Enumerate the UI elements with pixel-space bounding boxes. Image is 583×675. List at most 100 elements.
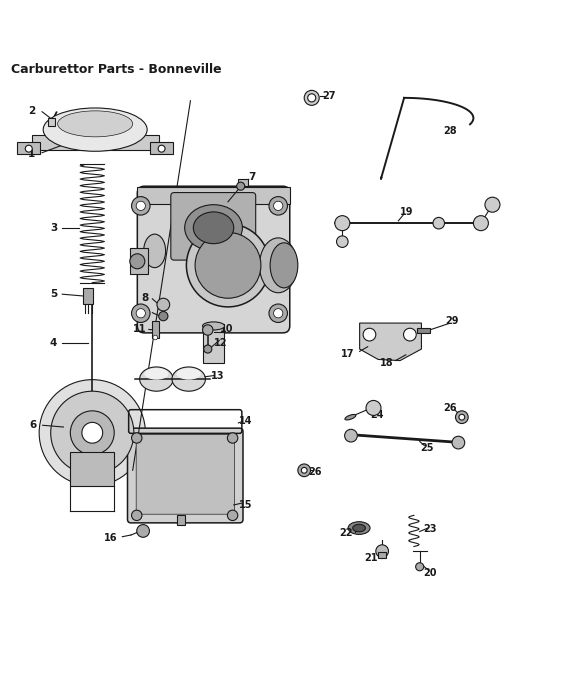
Text: 6: 6 — [29, 421, 36, 430]
Text: 12: 12 — [215, 338, 228, 348]
Bar — [48, 118, 55, 126]
Bar — [31, 136, 159, 150]
Bar — [378, 552, 386, 558]
Circle shape — [51, 392, 134, 475]
Text: Carburettor Parts - Bonneville: Carburettor Parts - Bonneville — [12, 63, 222, 76]
Circle shape — [298, 464, 311, 477]
Text: 24: 24 — [370, 410, 384, 421]
Ellipse shape — [172, 367, 205, 392]
Text: 17: 17 — [340, 349, 354, 358]
Bar — [71, 452, 114, 486]
Circle shape — [71, 411, 114, 455]
Bar — [152, 321, 159, 338]
Ellipse shape — [345, 414, 356, 420]
Circle shape — [136, 308, 145, 318]
Bar — [17, 142, 40, 155]
Text: 21: 21 — [364, 553, 378, 563]
Ellipse shape — [143, 234, 166, 267]
Circle shape — [132, 304, 150, 323]
FancyBboxPatch shape — [128, 428, 243, 523]
Ellipse shape — [202, 322, 224, 330]
Ellipse shape — [270, 243, 298, 288]
Circle shape — [376, 545, 388, 558]
Bar — [177, 515, 185, 525]
Circle shape — [485, 197, 500, 212]
Circle shape — [137, 524, 149, 537]
Circle shape — [308, 94, 316, 102]
Ellipse shape — [348, 522, 370, 535]
Text: 25: 25 — [420, 443, 434, 454]
Text: 5: 5 — [50, 289, 57, 299]
Text: 9: 9 — [142, 306, 149, 317]
FancyBboxPatch shape — [171, 192, 256, 260]
Circle shape — [416, 563, 424, 571]
Ellipse shape — [144, 368, 168, 379]
Circle shape — [363, 328, 376, 341]
Circle shape — [132, 196, 150, 215]
Ellipse shape — [140, 367, 173, 392]
Circle shape — [269, 196, 287, 215]
Bar — [238, 179, 248, 186]
Circle shape — [39, 379, 145, 486]
Text: 7: 7 — [248, 172, 256, 182]
Text: 16: 16 — [104, 533, 118, 543]
Ellipse shape — [259, 238, 297, 293]
Circle shape — [82, 423, 103, 443]
Bar — [150, 142, 173, 155]
Bar — [83, 288, 93, 304]
Text: 19: 19 — [401, 207, 414, 217]
Circle shape — [158, 145, 165, 152]
Ellipse shape — [194, 212, 234, 244]
Text: 2: 2 — [28, 105, 36, 115]
Circle shape — [187, 223, 269, 307]
Circle shape — [459, 414, 465, 420]
Circle shape — [301, 467, 307, 473]
Circle shape — [132, 433, 142, 443]
Circle shape — [473, 215, 489, 231]
Text: 8: 8 — [142, 293, 149, 302]
Ellipse shape — [177, 368, 201, 379]
Text: 29: 29 — [445, 317, 459, 326]
Text: 28: 28 — [444, 126, 457, 136]
Circle shape — [273, 308, 283, 318]
Circle shape — [203, 345, 212, 353]
Circle shape — [345, 429, 357, 442]
Ellipse shape — [353, 524, 366, 532]
Text: 3: 3 — [50, 223, 57, 233]
Bar — [203, 324, 224, 363]
Circle shape — [25, 145, 32, 152]
Circle shape — [237, 182, 245, 190]
Bar — [417, 327, 430, 333]
Circle shape — [159, 312, 168, 321]
Text: 26: 26 — [444, 403, 457, 413]
Bar — [130, 248, 148, 274]
Circle shape — [455, 411, 468, 423]
Circle shape — [304, 90, 319, 105]
Text: 10: 10 — [220, 325, 234, 334]
Text: 23: 23 — [423, 524, 437, 534]
Circle shape — [336, 236, 348, 248]
Ellipse shape — [43, 108, 147, 151]
Text: 11: 11 — [133, 325, 146, 334]
Text: 26: 26 — [308, 467, 321, 477]
Circle shape — [452, 436, 465, 449]
Ellipse shape — [185, 205, 243, 251]
Circle shape — [335, 215, 350, 231]
Text: 20: 20 — [423, 568, 437, 578]
Circle shape — [136, 201, 145, 211]
Circle shape — [273, 201, 283, 211]
Circle shape — [195, 232, 261, 298]
FancyBboxPatch shape — [136, 435, 234, 514]
Circle shape — [202, 325, 213, 335]
Text: 4: 4 — [50, 338, 57, 348]
Circle shape — [403, 328, 416, 341]
Circle shape — [227, 510, 238, 520]
Text: 22: 22 — [340, 528, 353, 538]
Ellipse shape — [58, 111, 133, 137]
Circle shape — [153, 335, 157, 340]
Text: 15: 15 — [238, 500, 252, 510]
Text: 18: 18 — [380, 358, 394, 369]
Circle shape — [132, 510, 142, 520]
Circle shape — [130, 254, 145, 269]
Circle shape — [269, 304, 287, 323]
